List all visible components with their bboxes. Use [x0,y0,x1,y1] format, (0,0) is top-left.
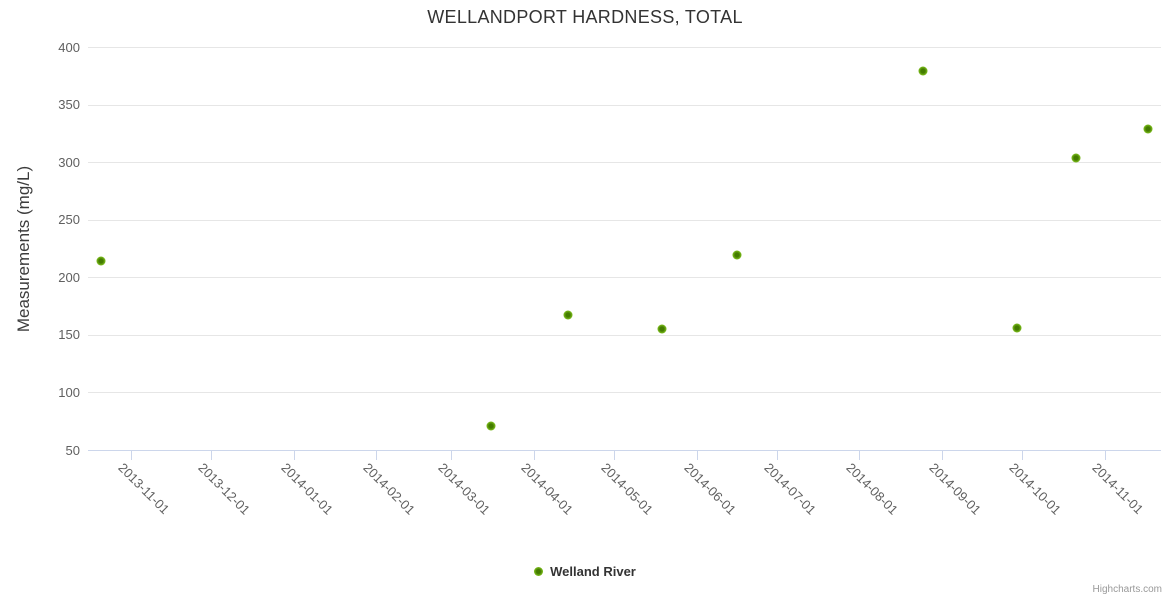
x-axis-tick [696,451,698,460]
data-point[interactable] [1071,153,1081,163]
x-axis-tick [376,451,378,460]
x-axis-tick [942,451,944,460]
gridline [88,334,1161,336]
credits-link[interactable]: Highcharts.com [1092,584,1162,595]
x-tick-label: 2014-02-01 [360,460,419,518]
x-axis-tick [613,451,615,460]
y-tick-label: 150 [58,327,80,343]
gridline [88,104,1161,106]
x-tick-label: 2014-03-01 [435,460,494,518]
x-axis-tick [210,451,212,460]
x-axis-tick [533,451,535,460]
x-axis-tick [451,451,452,460]
x-tick-label: 2014-08-01 [843,460,902,518]
x-tick-label: 2013-12-01 [195,460,253,518]
y-tick-label: 250 [58,212,80,228]
data-point[interactable] [918,66,928,76]
x-axis-tick [859,451,861,460]
x-tick-label: 2014-06-01 [680,460,739,518]
legend-item-welland-river[interactable]: Welland River [534,564,636,579]
x-tick-label: 2014-07-01 [761,460,819,518]
x-axis-tick [1022,451,1024,460]
x-tick-label: 2013-11-01 [115,460,173,517]
x-tick-label: 2014-04-01 [518,460,576,518]
data-point[interactable] [563,310,573,320]
x-axis-tick [776,451,778,460]
x-axis-tick [130,451,132,460]
data-point[interactable] [1143,124,1153,134]
x-tick-label: 2014-01-01 [277,460,336,518]
chart-title: WELLANDPORT HARDNESS, TOTAL [427,7,743,27]
gridline [88,162,1161,164]
gridline [88,392,1161,394]
y-tick-label: 50 [65,442,80,458]
y-tick-label: 100 [58,384,80,400]
y-tick-label: 350 [58,97,80,113]
x-tick-label: 2014-09-01 [926,460,985,518]
x-tick-label: 2014-10-01 [1006,460,1065,518]
y-tick-label: 400 [58,39,80,55]
y-tick-label: 200 [58,269,80,285]
gridline [88,219,1161,221]
data-point[interactable] [486,421,496,431]
x-tick-label: 2014-11-01 [1089,460,1147,517]
data-point[interactable] [657,324,667,334]
data-point[interactable] [732,250,742,260]
x-axis-line [88,450,1161,451]
gridline [88,277,1161,279]
legend-label: Welland River [550,563,636,579]
x-axis-tick [1104,451,1106,460]
data-point[interactable] [1012,323,1022,333]
y-tick-label: 300 [58,154,80,170]
legend: Welland River [0,563,1170,579]
data-point[interactable] [96,256,106,266]
x-tick-label: 2014-05-01 [598,460,656,518]
y-axis-title: Measurements (mg/L) [14,165,33,333]
gridline [88,47,1161,48]
x-axis-tick [293,451,295,460]
legend-marker-icon [534,566,544,576]
